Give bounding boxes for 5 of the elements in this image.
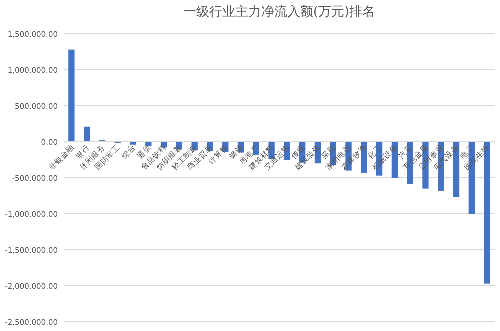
bar — [453, 142, 460, 198]
bar — [84, 126, 90, 142]
bar — [130, 142, 136, 145]
chart-title: 一级行业主力净流入额(万元)排名 — [183, 4, 376, 20]
bar — [68, 50, 75, 142]
